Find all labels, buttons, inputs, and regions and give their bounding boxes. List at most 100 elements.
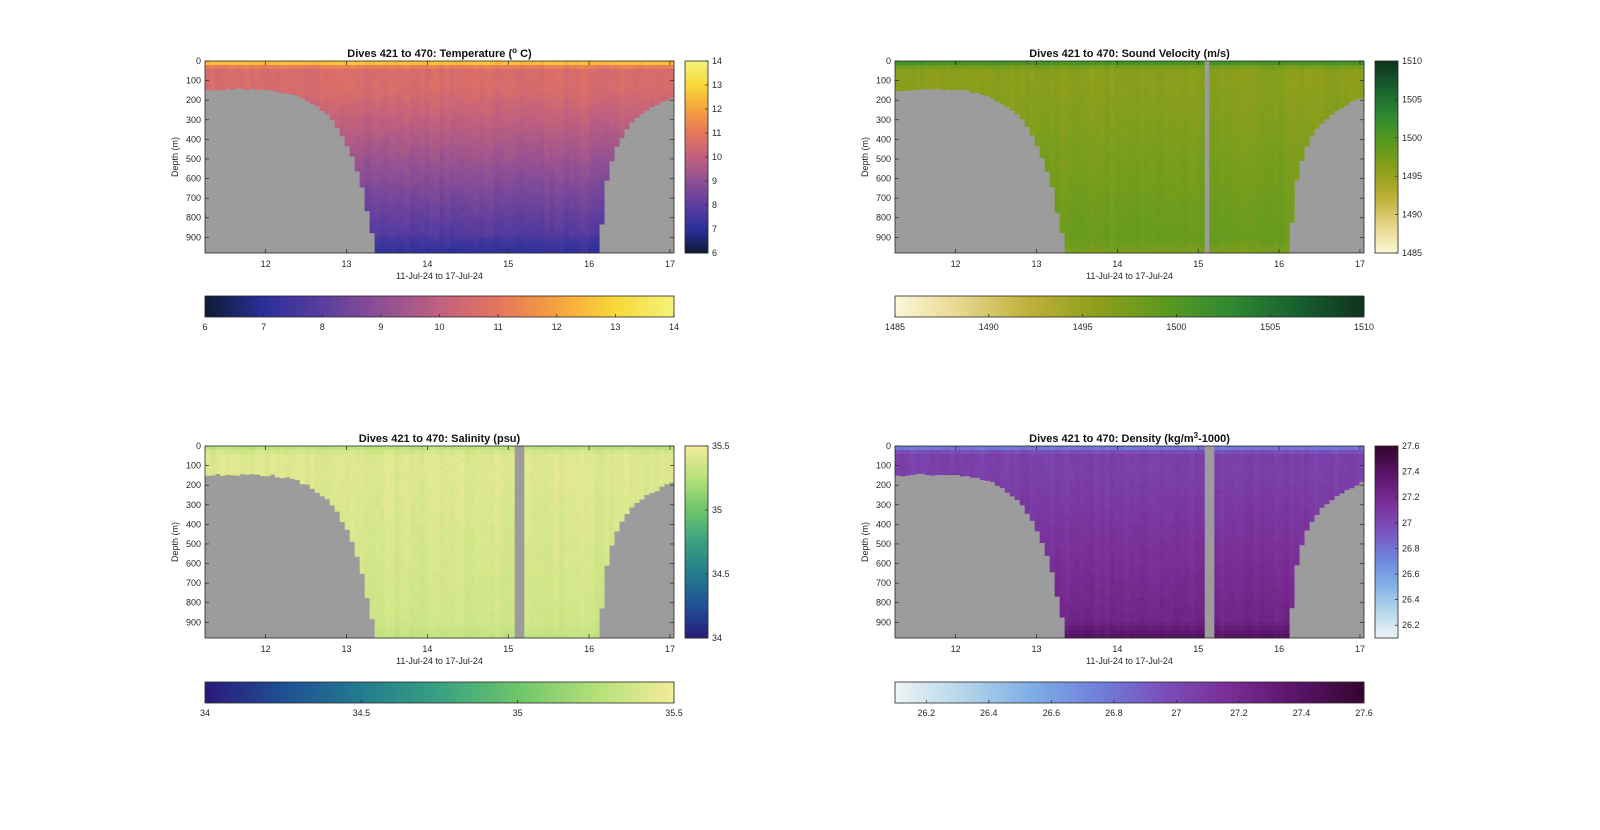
y-tick-label: 200 <box>186 480 201 490</box>
y-tick-label: 800 <box>186 213 201 223</box>
colorbar-tick-label: 27.6 <box>1355 708 1373 718</box>
y-tick-label: 0 <box>886 441 891 451</box>
y-tick-label: 700 <box>876 578 891 588</box>
x-tick-label: 13 <box>342 644 352 654</box>
colorbar-tick-label: 1490 <box>1402 210 1422 220</box>
colorbar-tick-label: 34.5 <box>353 708 371 718</box>
y-tick-label: 100 <box>876 461 891 471</box>
colorbar-tick-label: 27 <box>1171 708 1181 718</box>
colorbar-tick-label: 8 <box>320 322 325 332</box>
chart-title: Dives 421 to 470: Salinity (psu) <box>359 433 521 445</box>
colorbar-tick-label: 27.4 <box>1402 467 1420 477</box>
colorbar-tick-label: 26.8 <box>1402 543 1420 553</box>
y-axis-label: Depth (m) <box>170 137 180 177</box>
colorbar-tick-label: 12 <box>712 104 722 114</box>
colorbar-tick-label: 26.8 <box>1105 708 1123 718</box>
y-tick-label: 900 <box>186 617 201 627</box>
x-tick-label: 17 <box>665 259 675 269</box>
x-tick-label: 12 <box>261 259 271 269</box>
x-tick-label: 12 <box>261 644 271 654</box>
x-tick-label: 16 <box>1274 259 1284 269</box>
colorbar-tick-label: 7 <box>712 224 717 234</box>
colorbar-horizontal: 26.2 26.4 26.6 26.8 27 27.2 27.4 27.6 <box>894 681 1373 718</box>
colorbar-tick-label: 34.5 <box>712 569 730 579</box>
axes-box <box>204 445 675 639</box>
x-tick-label: 16 <box>584 259 594 269</box>
x-tick-label: 17 <box>1355 259 1365 269</box>
y-tick-label: 100 <box>876 76 891 86</box>
colorbar-tick-label: 34 <box>712 633 722 643</box>
colorbar-tick-label: 11 <box>493 322 502 332</box>
colorbar-tick-label: 1495 <box>1073 322 1093 332</box>
y-tick-label: 500 <box>186 154 201 164</box>
colorbar-tick-label: 10 <box>434 322 444 332</box>
y-tick-label: 700 <box>876 193 891 203</box>
y-tick-label: 0 <box>196 56 201 66</box>
colorbar-tick-label: 6 <box>712 248 717 258</box>
colorbar-tick-label: 1505 <box>1402 94 1422 104</box>
x-tick-label: 15 <box>1193 644 1203 654</box>
colorbar-tick-label: 1485 <box>885 322 905 332</box>
chart-density: Dives 421 to 470: Density (kg/m3-1000) 0 1… <box>860 431 1420 718</box>
colorbar-tick-label: 1490 <box>979 322 999 332</box>
y-tick-label: 400 <box>876 134 891 144</box>
y-tick-label: 200 <box>876 95 891 105</box>
y-tick-label: 300 <box>186 115 201 125</box>
y-axis-label: Depth (m) <box>170 522 180 562</box>
x-tick-label: 17 <box>665 644 675 654</box>
axes-box <box>894 445 1365 639</box>
y-tick-label: 800 <box>876 213 891 223</box>
colorbar-tick-label: 26.6 <box>1402 569 1420 579</box>
y-tick-label: 100 <box>186 461 201 471</box>
x-tick-label: 14 <box>1112 644 1122 654</box>
y-tick-label: 500 <box>876 539 891 549</box>
x-tick-label: 15 <box>503 259 513 269</box>
x-tick-label: 14 <box>422 644 432 654</box>
colorbar-tick-label: 26.4 <box>980 708 998 718</box>
x-axis-label: 11-Jul-24 to 17-Jul-24 <box>396 656 483 666</box>
x-tick-label: 12 <box>951 259 961 269</box>
y-tick-label: 200 <box>876 480 891 490</box>
y-tick-label: 700 <box>186 578 201 588</box>
x-tick-label: 13 <box>342 259 352 269</box>
y-tick-label: 200 <box>186 95 201 105</box>
colorbar-tick-label: 27.4 <box>1293 708 1311 718</box>
y-tick-label: 900 <box>876 232 891 242</box>
colorbar-tick-label: 14 <box>669 322 679 332</box>
y-tick-label: 300 <box>186 500 201 510</box>
y-tick-label: 600 <box>876 559 891 569</box>
x-tick-label: 15 <box>1193 259 1203 269</box>
y-tick-label: 600 <box>186 559 201 569</box>
x-axis-label: 11-Jul-24 to 17-Jul-24 <box>396 271 483 281</box>
x-tick-label: 13 <box>1032 259 1042 269</box>
y-tick-label: 400 <box>186 519 201 529</box>
colorbar-tick-label: 26.6 <box>1043 708 1061 718</box>
colorbar-tick-label: 1500 <box>1166 322 1186 332</box>
colorbar-tick-label: 9 <box>712 176 717 186</box>
colorbar-tick-label: 10 <box>712 152 722 162</box>
colorbar-tick-label: 27.2 <box>1230 708 1248 718</box>
x-tick-label: 16 <box>584 644 594 654</box>
y-tick-label: 800 <box>876 598 891 608</box>
colorbar-tick-label: 1505 <box>1260 322 1280 332</box>
chart-sound-velocity: Dives 421 to 470: Sound Velocity (m/s) 0 1… <box>860 48 1422 332</box>
colorbar-tick-label: 27.2 <box>1402 492 1420 502</box>
y-axis-label: Depth (m) <box>860 137 870 177</box>
heatmap-field <box>895 446 1365 639</box>
y-tick-label: 900 <box>876 617 891 627</box>
colorbar-horizontal: 34 34.5 35 35.5 <box>200 681 683 718</box>
y-tick-label: 500 <box>876 154 891 164</box>
colorbar-tick-label: 7 <box>261 322 266 332</box>
chart-title: Dives 421 to 470: Sound Velocity (m/s) <box>1029 48 1230 60</box>
colorbar-tick-label: 35 <box>513 708 523 718</box>
colorbar-side: 34 34.5 35 35.5 <box>684 441 730 643</box>
chart-salinity: Dives 421 to 470: Salinity (psu) 0 100 200 3… <box>170 433 730 718</box>
x-tick-label: 12 <box>951 644 961 654</box>
x-tick-label: 15 <box>503 644 513 654</box>
colorbar-tick-label: 27.6 <box>1402 441 1420 451</box>
colorbar-tick-label: 26.2 <box>918 708 936 718</box>
chart-temperature: Dives 421 to 470: Temperature (o C) 0 100 2… <box>170 46 722 332</box>
x-axis-label: 11-Jul-24 to 17-Jul-24 <box>1086 271 1173 281</box>
colorbar-tick-label: 34 <box>200 708 210 718</box>
